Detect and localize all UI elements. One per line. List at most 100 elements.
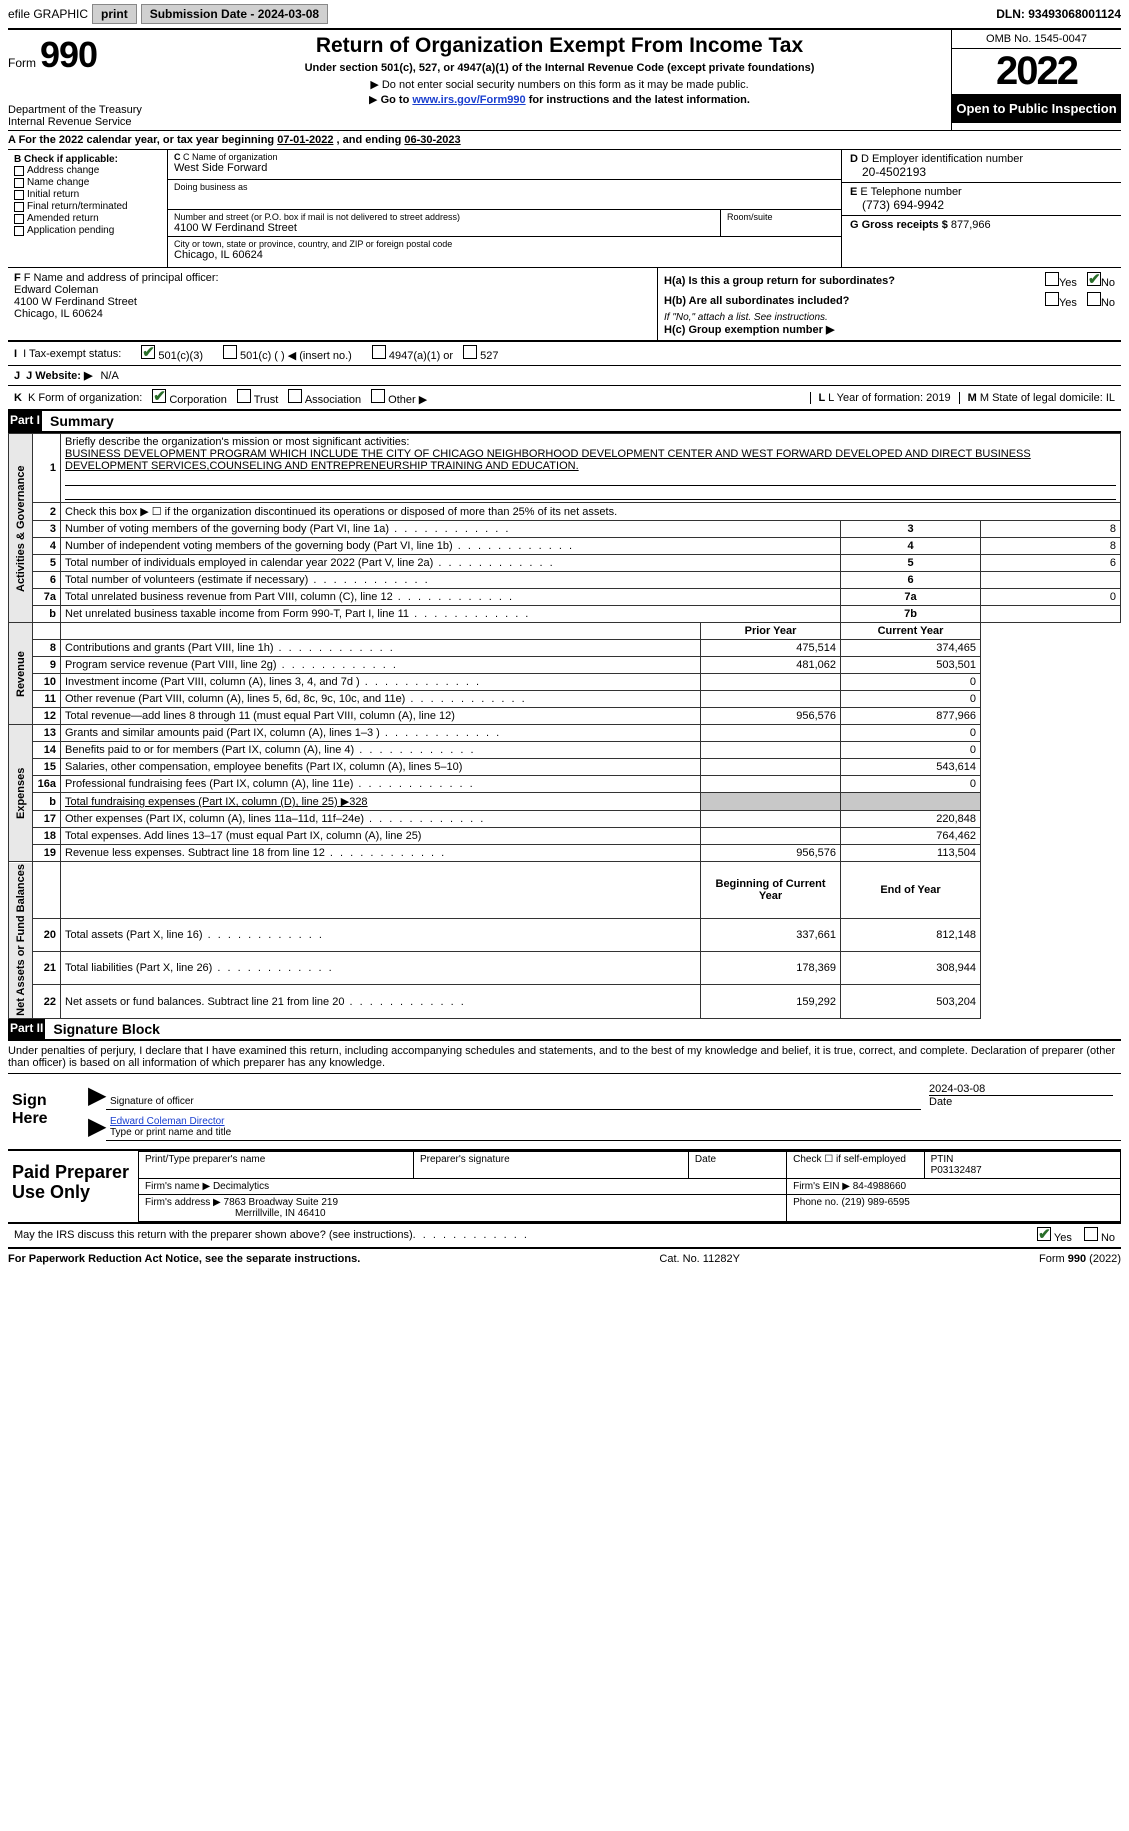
section-c: C C Name of organization West Side Forwa… bbox=[168, 150, 841, 267]
line-num: 15 bbox=[33, 759, 61, 776]
vert-expenses: Expenses bbox=[9, 725, 33, 862]
prior-value: 475,514 bbox=[701, 640, 841, 657]
prior-value bbox=[701, 759, 841, 776]
checkbox-app-pending[interactable] bbox=[14, 226, 24, 236]
hc-label: H(c) Group exemption number ▶ bbox=[664, 324, 834, 336]
paid-prep-label: Paid Preparer Use Only bbox=[8, 1151, 138, 1222]
checkbox-527[interactable] bbox=[463, 345, 477, 359]
ein-label: D Employer identification number bbox=[861, 153, 1023, 165]
checkbox-corp[interactable] bbox=[152, 389, 166, 403]
line-text: Total unrelated business revenue from Pa… bbox=[61, 589, 841, 606]
line-text: Other expenses (Part IX, column (A), lin… bbox=[61, 811, 701, 828]
efile-label: efile GRAPHIC bbox=[8, 7, 88, 21]
section-a-mid: , and ending bbox=[333, 134, 404, 146]
line-text: Salaries, other compensation, employee b… bbox=[61, 759, 701, 776]
printed-name-label: Type or print name and title bbox=[110, 1127, 231, 1138]
amended-label: Amended return bbox=[27, 213, 99, 224]
printed-name[interactable]: Edward Coleman Director bbox=[110, 1116, 225, 1127]
print-button[interactable]: print bbox=[92, 4, 137, 24]
form-number: 990 bbox=[40, 34, 97, 76]
ein-value: 20-4502193 bbox=[850, 165, 1113, 179]
submission-date-button[interactable]: Submission Date - 2024-03-08 bbox=[141, 4, 328, 24]
city-label: City or town, state or province, country… bbox=[174, 239, 835, 249]
irs-link[interactable]: www.irs.gov/Form990 bbox=[412, 94, 525, 106]
section-j: J J Website: ▶ N/A bbox=[8, 366, 1121, 386]
yes-label: Yes bbox=[1054, 1232, 1072, 1244]
checkbox-addr-change[interactable] bbox=[14, 166, 24, 176]
line-num: 21 bbox=[33, 952, 61, 985]
line-num: 18 bbox=[33, 828, 61, 845]
website-value: N/A bbox=[100, 370, 118, 382]
checkbox-ha-yes[interactable] bbox=[1045, 272, 1059, 286]
line-num bbox=[33, 623, 61, 640]
checkbox-final[interactable] bbox=[14, 202, 24, 212]
checkbox-trust[interactable] bbox=[237, 389, 251, 403]
current-year-hdr: Current Year bbox=[841, 623, 981, 640]
checkbox-other[interactable] bbox=[371, 389, 385, 403]
section-klm: K K Form of organization: Corporation Tr… bbox=[8, 386, 1121, 411]
line-num: 8 bbox=[33, 640, 61, 657]
no-label: No bbox=[1101, 297, 1115, 309]
blank-cell bbox=[61, 862, 701, 919]
line-value: 0 bbox=[981, 589, 1121, 606]
checkbox-hb-no[interactable] bbox=[1087, 292, 1101, 306]
end-year-hdr: End of Year bbox=[841, 862, 981, 919]
prior-value bbox=[701, 811, 841, 828]
checkbox-discuss-no[interactable] bbox=[1084, 1227, 1098, 1241]
current-value: 0 bbox=[841, 776, 981, 793]
shaded-cell bbox=[841, 793, 981, 811]
line-text: Total number of volunteers (estimate if … bbox=[61, 572, 841, 589]
current-value: 308,944 bbox=[841, 952, 981, 985]
line-text: Total assets (Part X, line 16) bbox=[61, 918, 701, 951]
prior-year-hdr: Prior Year bbox=[701, 623, 841, 640]
checkbox-amended[interactable] bbox=[14, 214, 24, 224]
checkbox-4947[interactable] bbox=[372, 345, 386, 359]
checkbox-name-change[interactable] bbox=[14, 178, 24, 188]
officer-signature-field[interactable]: Signature of officer bbox=[106, 1080, 921, 1110]
irs-label: Internal Revenue Service bbox=[8, 116, 162, 128]
part-i-label: Part I bbox=[8, 411, 42, 431]
line-value bbox=[981, 606, 1121, 623]
line-num: 10 bbox=[33, 674, 61, 691]
trust-label: Trust bbox=[254, 394, 279, 406]
vert-revenue: Revenue bbox=[9, 623, 33, 725]
officer-city: Chicago, IL 60624 bbox=[14, 308, 103, 320]
arrow-icon: ▶ bbox=[370, 79, 378, 91]
dba-label: Doing business as bbox=[174, 182, 835, 192]
current-value: 503,501 bbox=[841, 657, 981, 674]
org-name: West Side Forward bbox=[174, 162, 835, 174]
current-value: 543,614 bbox=[841, 759, 981, 776]
section-fh: F F Name and address of principal office… bbox=[8, 268, 1121, 341]
checkbox-hb-yes[interactable] bbox=[1045, 292, 1059, 306]
line-value bbox=[981, 572, 1121, 589]
checkbox-assoc[interactable] bbox=[288, 389, 302, 403]
section-h: H(a) Is this a group return for subordin… bbox=[658, 268, 1121, 340]
prior-value: 956,576 bbox=[701, 708, 841, 725]
prep-name-label: Print/Type preparer's name bbox=[139, 1151, 414, 1178]
current-value: 0 bbox=[841, 725, 981, 742]
checkbox-ha-no[interactable] bbox=[1087, 272, 1101, 286]
check-self-label: Check ☐ if self-employed bbox=[787, 1151, 924, 1178]
website-label: J Website: ▶ bbox=[26, 369, 92, 382]
tax-year-begin: 07-01-2022 bbox=[277, 134, 333, 146]
officer-name: Edward Coleman bbox=[14, 284, 98, 296]
line-num: 12 bbox=[33, 708, 61, 725]
addr-change-label: Address change bbox=[27, 165, 99, 176]
checkbox-initial[interactable] bbox=[14, 190, 24, 200]
prior-value: 337,661 bbox=[701, 918, 841, 951]
sign-here-label: Sign Here bbox=[8, 1074, 88, 1149]
line-text: Total number of individuals employed in … bbox=[61, 555, 841, 572]
checkbox-501c[interactable] bbox=[223, 345, 237, 359]
checkbox-501c3[interactable] bbox=[141, 345, 155, 359]
line-text: Total expenses. Add lines 13–17 (must eq… bbox=[61, 828, 701, 845]
current-value: 877,966 bbox=[841, 708, 981, 725]
line-text: Investment income (Part VIII, column (A)… bbox=[61, 674, 701, 691]
header-left: Form 990 Department of the Treasury Inte… bbox=[8, 30, 168, 130]
page-footer: For Paperwork Reduction Act Notice, see … bbox=[8, 1249, 1121, 1269]
checkbox-discuss-yes[interactable] bbox=[1037, 1227, 1051, 1241]
prior-value bbox=[701, 674, 841, 691]
line-text: Number of independent voting members of … bbox=[61, 538, 841, 555]
form-header: Form 990 Department of the Treasury Inte… bbox=[8, 30, 1121, 131]
current-value: 220,848 bbox=[841, 811, 981, 828]
line-box: 7b bbox=[841, 606, 981, 623]
